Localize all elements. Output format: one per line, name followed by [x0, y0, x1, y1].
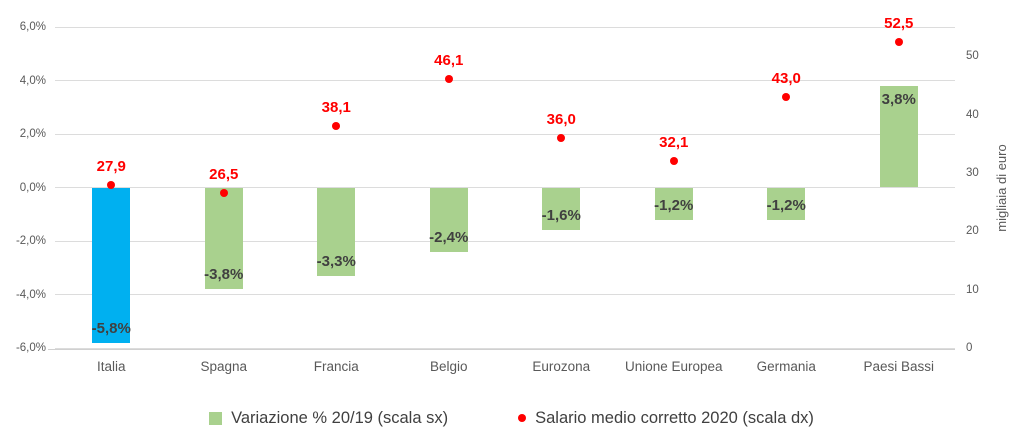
scatter-point	[669, 156, 678, 165]
scatter-point	[557, 133, 566, 142]
left-tick-label: 4,0%	[19, 74, 46, 87]
bar-value-label: -1,6%	[541, 207, 581, 225]
gridline	[55, 240, 955, 242]
scatter-value-label: 46,1	[434, 51, 464, 69]
right-tick-label: 50	[966, 50, 979, 63]
left-tick-label: -4,0%	[15, 288, 46, 301]
left-tick-label: 2,0%	[19, 128, 46, 140]
bar	[317, 187, 356, 276]
scatter-point	[107, 181, 116, 190]
scatter-value-label: 52,5	[884, 14, 914, 32]
bar	[542, 187, 581, 231]
legend-bar-series-label: Variazione % 20/19 (scala sx)	[231, 409, 449, 427]
bar	[429, 187, 468, 252]
right-tick-label: 40	[966, 108, 979, 121]
bar	[204, 187, 243, 290]
right-axis-title: migliaia di euro	[994, 144, 1009, 232]
scatter-point	[219, 189, 228, 198]
bar	[654, 187, 693, 220]
scatter-point	[894, 37, 903, 46]
scatter-value-label: 43,0	[771, 70, 801, 88]
right-tick-label: 0	[966, 342, 973, 354]
bar-value-label: -2,4%	[429, 228, 469, 246]
gridline	[55, 26, 955, 28]
bar-series-swatch-icon	[209, 411, 223, 425]
category-label: Francia	[313, 359, 359, 374]
gridline	[55, 187, 955, 188]
scatter-series-swatch-icon	[518, 414, 527, 422]
left-tick-label: -6,0%	[15, 342, 46, 354]
scatter-point	[782, 93, 791, 102]
scatter-value-label: 36,0	[546, 110, 576, 128]
bar	[767, 187, 806, 220]
right-tick-label: 30	[966, 166, 979, 179]
legend-item-scatter-series: Salario medio corretto 2020 (scala dx)	[518, 407, 814, 429]
category-label: Paesi Bassi	[863, 359, 935, 374]
scatter-point	[332, 121, 341, 130]
category-label: Belgio	[429, 359, 468, 374]
gridline	[55, 347, 955, 349]
category-label: Eurozona	[532, 359, 591, 374]
legend: Variazione % 20/19 (scala sx) Salario me…	[0, 404, 1023, 432]
gridline	[55, 294, 955, 295]
right-tick-label: 10	[966, 283, 979, 296]
category-label: Germania	[756, 359, 816, 374]
gridline	[55, 80, 955, 81]
right-tick-label: 20	[966, 225, 979, 238]
bar-value-label: -1,2%	[766, 196, 806, 214]
bar-value-label: -3,8%	[204, 266, 244, 284]
bar-value-label: -1,2%	[654, 196, 694, 214]
scatter-point	[444, 74, 453, 83]
bar	[879, 85, 918, 188]
scatter-value-label: 26,5	[209, 166, 239, 184]
left-tick-label: 6,0%	[19, 21, 46, 33]
bar-value-label: -3,3%	[316, 252, 356, 270]
bar-value-label: 3,8%	[881, 90, 916, 108]
scatter-value-label: 27,9	[96, 158, 126, 176]
bar	[92, 187, 131, 343]
left-tick-label: -2,0%	[15, 235, 46, 247]
category-label: Unione Europea	[624, 359, 723, 374]
category-label: Italia	[96, 359, 126, 374]
gridline	[55, 133, 955, 135]
x-axis-line	[48, 348, 955, 350]
category-label: Spagna	[200, 359, 248, 374]
legend-item-bar-series: Variazione % 20/19 (scala sx)	[209, 407, 448, 429]
scatter-value-label: 38,1	[321, 98, 351, 116]
legend-scatter-series-label: Salario medio corretto 2020 (scala dx)	[535, 409, 814, 427]
scatter-value-label: 32,1	[659, 133, 689, 151]
left-tick-label: 0,0%	[19, 181, 46, 194]
bar-value-label: -5,8%	[91, 319, 131, 337]
